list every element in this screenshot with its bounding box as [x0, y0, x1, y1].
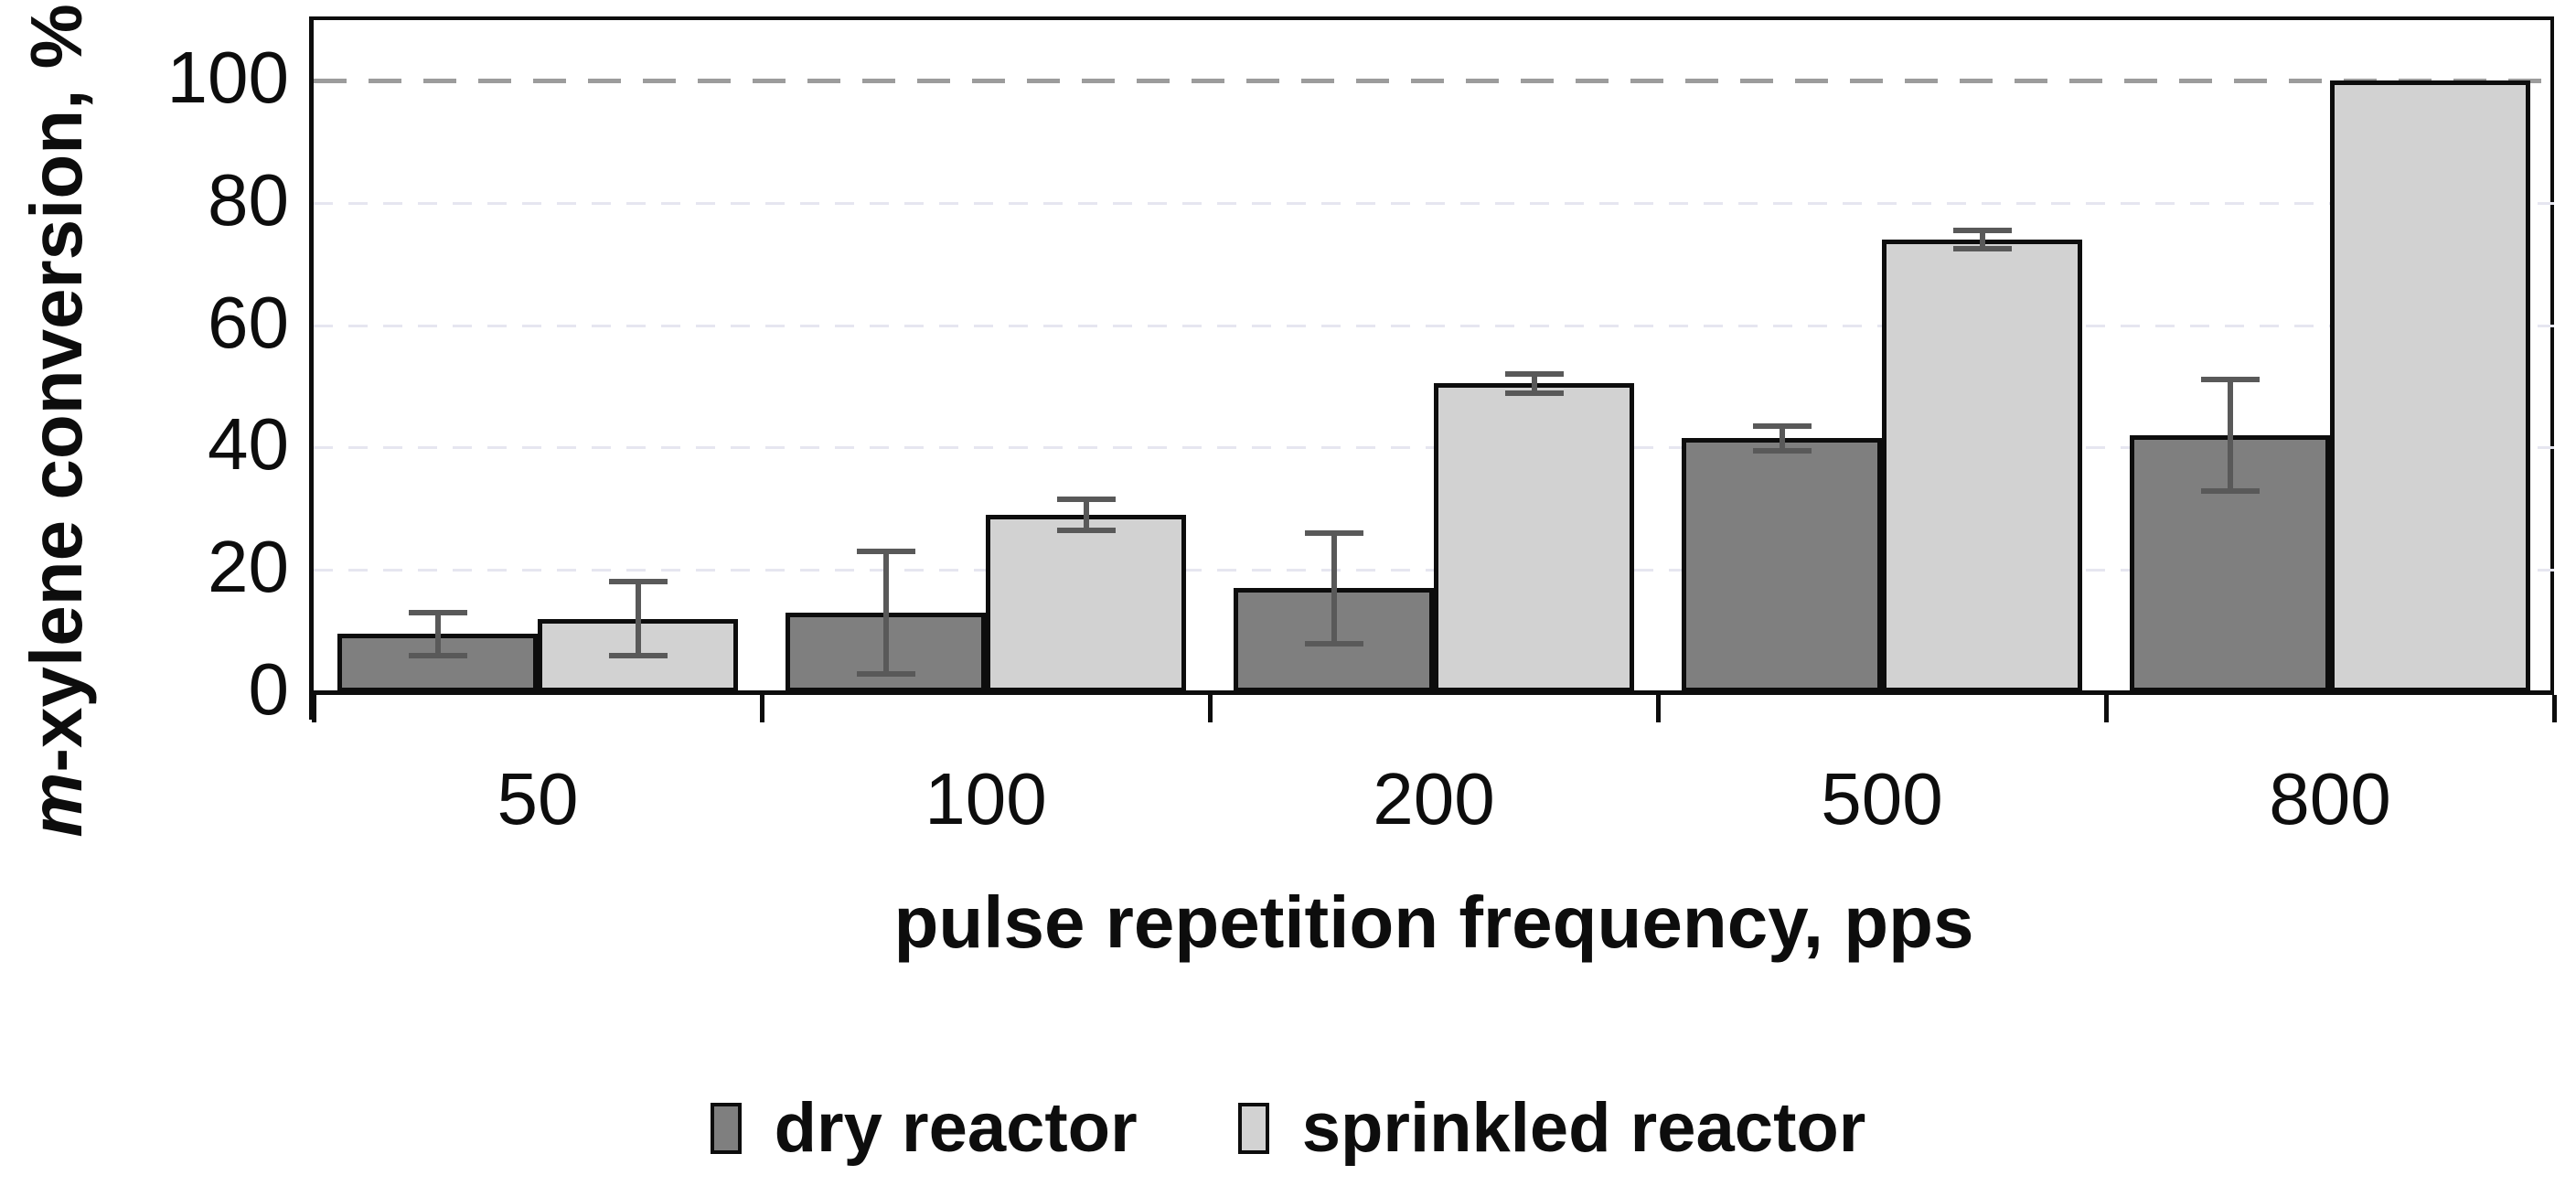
error-stem — [2227, 377, 2233, 494]
y-tick-label-0: 0 — [248, 647, 290, 730]
error-bar-dry-reactor-800 — [2200, 377, 2260, 494]
error-cap-bottom — [1752, 448, 1812, 454]
error-bar-dry-reactor-50 — [408, 609, 467, 659]
bar-dry-reactor-500 — [1682, 438, 1882, 692]
error-bar-sprinkled-reactor-500 — [1952, 227, 2012, 252]
y-tick-label-100: 100 — [166, 36, 289, 118]
error-cap-bottom — [408, 653, 467, 659]
error-bar-sprinkled-reactor-50 — [608, 579, 668, 659]
error-stem — [1531, 370, 1537, 396]
y-tick-label-20: 20 — [208, 525, 289, 607]
x-axis-tick-mark-5 — [2552, 695, 2557, 722]
bar-sprinkled-reactor-800 — [2330, 80, 2530, 692]
x-axis-tick-mark-0 — [312, 695, 316, 722]
x-tick-label-500: 500 — [1821, 758, 1943, 839]
plot-border-right — [2550, 16, 2554, 692]
error-stem — [1331, 529, 1337, 646]
gridline-100 — [314, 79, 2554, 83]
x-axis-title: pulse repetition frequency, pps — [893, 881, 1974, 963]
x-axis-tick-mark-2 — [1208, 695, 1213, 722]
error-stem — [635, 579, 641, 659]
error-cap-bottom — [608, 653, 668, 659]
error-bar-sprinkled-reactor-200 — [1504, 370, 1564, 396]
error-stem — [1779, 422, 1785, 454]
error-bar-sprinkled-reactor-100 — [1056, 496, 1116, 534]
y-tick-label-80: 80 — [208, 158, 289, 240]
bar-sprinkled-reactor-100 — [986, 515, 1186, 692]
error-cap-bottom — [1504, 390, 1564, 396]
legend: dry reactor sprinkled reactor — [0, 1094, 2576, 1163]
x-axis-tick-mark-3 — [1656, 695, 1661, 722]
y-axis-line — [309, 16, 314, 720]
x-axis-tick-mark-4 — [2104, 695, 2109, 722]
legend-item-sprinkled-reactor: sprinkled reactor — [1237, 1089, 1866, 1167]
x-tick-label-200: 200 — [1373, 758, 1495, 839]
error-bar-dry-reactor-500 — [1752, 422, 1812, 454]
error-bar-dry-reactor-100 — [856, 548, 915, 678]
bar-sprinkled-reactor-200 — [1434, 383, 1634, 692]
gridline-60 — [314, 324, 2554, 327]
gridline-80 — [314, 201, 2554, 205]
legend-item-dry-reactor: dry reactor — [710, 1089, 1138, 1167]
error-cap-bottom — [856, 671, 915, 678]
error-bar-dry-reactor-200 — [1304, 529, 1363, 646]
legend-swatch — [710, 1103, 742, 1154]
error-stem — [1083, 496, 1089, 534]
plot-border-top — [314, 16, 2554, 20]
x-tick-label-100: 100 — [925, 758, 1047, 839]
error-stem — [882, 548, 889, 678]
x-tick-label-50: 50 — [497, 758, 579, 839]
error-cap-bottom — [1304, 640, 1363, 646]
y-axis-title-italic-part: m — [16, 772, 97, 838]
y-tick-label-60: 60 — [208, 281, 289, 363]
legend-label: sprinkled reactor — [1301, 1089, 1866, 1167]
y-tick-label-40: 40 — [208, 403, 289, 486]
legend-label: dry reactor — [774, 1089, 1138, 1167]
error-stem — [434, 609, 441, 659]
x-tick-label-800: 800 — [2269, 758, 2391, 839]
x-axis-tick-mark-1 — [760, 695, 764, 722]
bar-sprinkled-reactor-500 — [1882, 240, 2082, 692]
error-stem — [1979, 227, 1985, 252]
error-cap-bottom — [1056, 528, 1116, 534]
legend-swatch — [1237, 1103, 1269, 1154]
x-axis-line — [312, 690, 2554, 695]
error-cap-bottom — [2200, 487, 2260, 494]
plot-area — [314, 16, 2554, 692]
error-cap-bottom — [1952, 246, 2012, 252]
